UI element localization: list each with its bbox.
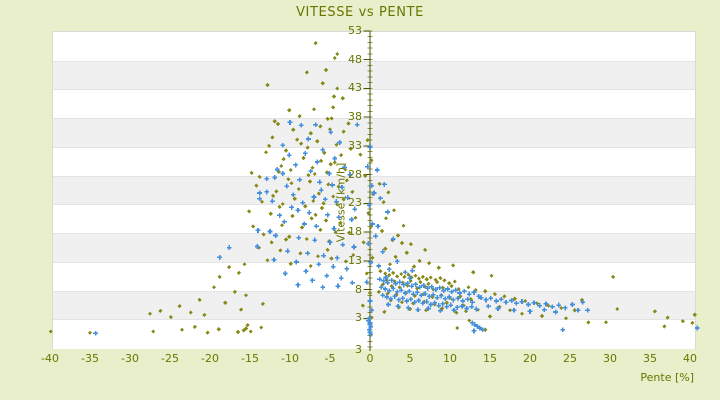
grid-band — [53, 118, 695, 148]
grid-band — [53, 32, 695, 61]
x-tick-label: 35 — [643, 352, 657, 365]
y-tick-label: 3 — [355, 311, 362, 325]
data-point — [696, 325, 698, 331]
grid-band — [53, 60, 695, 91]
x-tick-label: -5 — [324, 352, 336, 365]
x-tick-label: -35 — [81, 352, 99, 365]
x-tick-label: -10 — [281, 352, 299, 365]
x-tick-label: 25 — [563, 352, 577, 365]
x-tick-label: -15 — [241, 352, 259, 365]
y-tick-label: 13 — [348, 253, 362, 267]
x-tick-label: -30 — [121, 352, 139, 365]
x-tick-label: -20 — [201, 352, 219, 365]
y-tick-label: 33 — [348, 138, 362, 152]
y-tick-label: 48 — [348, 52, 362, 66]
grid-band — [53, 146, 695, 177]
x-tick-label: 5 — [406, 352, 414, 365]
x-tick-label: 30 — [603, 352, 617, 365]
y-tick-label: 28 — [348, 167, 362, 181]
y-tick-label: 23 — [348, 196, 362, 210]
grid-band — [53, 89, 695, 120]
y-axis-bottom-label: 3 — [355, 343, 362, 356]
x-tick-label: 40 — [683, 352, 697, 365]
grid-band — [53, 290, 695, 321]
y-tick-label: 18 — [348, 225, 362, 239]
y-tick-label: 43 — [348, 81, 362, 95]
y-tick-label: 53 — [348, 24, 362, 37]
x-tick-label: 0 — [366, 352, 374, 365]
plot-area — [52, 31, 696, 349]
x-tick-label: -40 — [41, 352, 59, 365]
grid-band — [53, 233, 695, 263]
x-tick-label: 15 — [483, 352, 497, 365]
x-tick-label: 10 — [443, 352, 457, 365]
y-tick-label: 38 — [348, 110, 362, 124]
x-axis-title: Pente [%] — [640, 371, 694, 384]
grid-band — [53, 319, 695, 349]
x-tick-label: 20 — [523, 352, 537, 365]
y-tick-label: 8 — [355, 282, 362, 296]
grid-band — [53, 175, 695, 206]
grid-band — [53, 204, 695, 235]
chart-title: VITESSE vs PENTE — [296, 5, 424, 20]
grid-band — [53, 261, 695, 292]
x-tick-label: -25 — [161, 352, 179, 365]
